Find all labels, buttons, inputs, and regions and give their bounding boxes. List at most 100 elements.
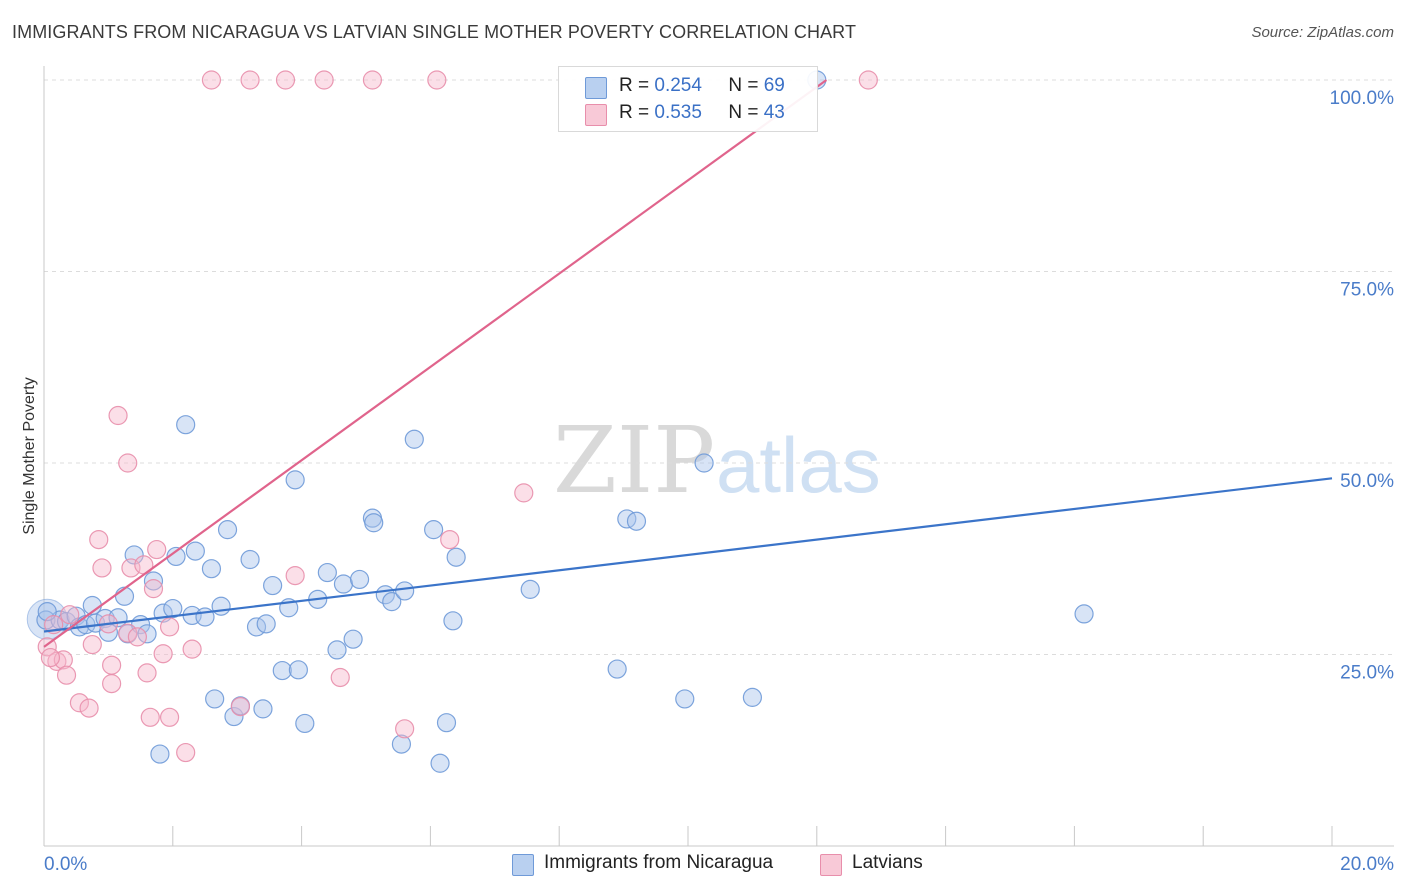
y-tick-label-0: 25.0% — [1340, 663, 1394, 684]
point-latvians-25 — [176, 742, 196, 763]
point-latvians-32 — [314, 70, 334, 90]
point-nicaragua-34 — [263, 575, 283, 596]
point-latvians-30 — [275, 70, 296, 90]
point-nicaragua-37 — [285, 470, 305, 490]
point-nicaragua-56 — [443, 611, 463, 631]
point-latvians-21 — [147, 539, 167, 560]
point-latvians-9 — [92, 558, 112, 578]
axes — [43, 66, 1394, 847]
point-nicaragua-57 — [446, 547, 466, 567]
point-nicaragua-47 — [364, 513, 384, 533]
legend-r-label: R = — [619, 75, 655, 96]
trend-lines — [43, 79, 1333, 648]
point-nicaragua-64 — [742, 687, 763, 707]
point-latvians-28 — [230, 696, 251, 717]
series-swatch-nicaragua — [512, 854, 534, 876]
point-nicaragua-63 — [694, 453, 714, 473]
trend-line-latvians — [43, 79, 828, 648]
point-nicaragua-66 — [1074, 604, 1094, 624]
point-nicaragua-58 — [520, 579, 540, 599]
watermark-atlas: atlas — [716, 421, 881, 509]
x-tick-labels: 0.0% 20.0% — [44, 854, 1394, 875]
point-latvians-34 — [362, 70, 383, 90]
point-latvians-12 — [108, 405, 128, 426]
series-swatch-latvians — [820, 854, 842, 876]
watermark-zip: ZIP — [553, 407, 715, 514]
legend-n-label: N = — [728, 102, 764, 123]
point-nicaragua-39 — [295, 713, 315, 734]
point-nicaragua-25 — [205, 689, 225, 709]
point-latvians-5 — [69, 693, 90, 713]
point-nicaragua-30 — [240, 549, 260, 570]
point-nicaragua-28 — [224, 706, 244, 727]
point-latvians-6 — [79, 698, 99, 718]
y-tick-label-3: 100.0% — [1330, 88, 1395, 109]
chart-title: IMMIGRANTS FROM NICARAGUA VS LATVIAN SIN… — [12, 22, 857, 42]
point-nicaragua-53 — [424, 520, 444, 540]
point-latvians-37 — [440, 529, 460, 550]
point-nicaragua-44 — [343, 629, 363, 649]
point-nicaragua-54 — [430, 753, 450, 773]
point-latvians-22 — [153, 644, 173, 664]
point-nicaragua-35 — [272, 660, 292, 681]
point-nicaragua-32 — [253, 699, 273, 719]
point-latvians-14 — [118, 623, 138, 643]
stats-legend: R = 0.254 N = 69 R = 0.535 N = 43 — [558, 66, 818, 132]
series-label-latvians: Latvians — [852, 852, 923, 873]
point-nicaragua-68 — [150, 744, 170, 764]
point-latvians-29 — [240, 70, 260, 90]
x-tick-label-max: 20.0% — [1340, 854, 1394, 875]
point-latvians-26 — [182, 639, 202, 659]
point-nicaragua-27 — [217, 520, 238, 540]
y-tick-label-1: 50.0% — [1340, 471, 1394, 492]
point-nicaragua-38 — [288, 660, 308, 680]
point-nicaragua-18 — [163, 598, 183, 619]
point-latvians-38 — [514, 483, 534, 503]
point-latvians-3 — [56, 665, 77, 685]
trend-line-nicaragua — [43, 477, 1333, 633]
point-latvians-39 — [858, 70, 878, 90]
point-latvians-41 — [40, 647, 61, 668]
point-latvians-31 — [285, 566, 305, 586]
point-nicaragua-59 — [607, 659, 627, 679]
legend-n-value: 43 — [763, 102, 785, 123]
point-latvians-11 — [102, 674, 122, 694]
legend-n-label: N = — [728, 75, 764, 96]
point-latvians-10 — [102, 655, 122, 675]
point-latvians-18 — [137, 663, 157, 683]
point-latvians-7 — [82, 634, 102, 655]
y-tick-labels: 25.0% 50.0% 75.0% 100.0% — [1330, 88, 1395, 684]
point-latvians-35 — [395, 719, 415, 739]
legend-r-value: 0.254 — [654, 75, 702, 96]
point-nicaragua-62 — [675, 689, 695, 709]
point-nicaragua-22 — [185, 541, 205, 561]
legend-n-value: 69 — [763, 75, 785, 96]
point-nicaragua-11 — [114, 586, 135, 606]
point-latvians-27 — [201, 70, 222, 90]
point-latvians-4 — [60, 605, 80, 625]
point-nicaragua-24 — [201, 559, 222, 579]
legend-r-value: 0.535 — [654, 102, 702, 123]
point-nicaragua-49 — [382, 592, 402, 612]
point-nicaragua-42 — [327, 640, 347, 660]
y-tick-label-2: 75.0% — [1340, 280, 1394, 301]
point-latvians-16 — [127, 627, 147, 647]
point-nicaragua-51 — [395, 581, 415, 601]
legend-swatch-latvians — [585, 104, 607, 126]
point-nicaragua-26 — [211, 596, 231, 616]
point-nicaragua-43 — [333, 574, 354, 594]
legend-swatch-nicaragua — [585, 77, 607, 99]
x-tick-label-min: 0.0% — [44, 854, 87, 875]
point-latvians-19 — [140, 707, 160, 727]
point-latvians-20 — [143, 579, 164, 599]
point-nicaragua-55 — [436, 713, 457, 733]
point-latvians-8 — [89, 529, 109, 550]
point-nicaragua-61 — [626, 511, 647, 531]
series-label-nicaragua: Immigrants from Nicaragua — [544, 852, 774, 873]
point-latvians-36 — [427, 70, 447, 90]
legend-r-label: R = — [619, 102, 655, 123]
point-nicaragua-20 — [176, 415, 196, 435]
watermark: ZIP atlas — [553, 407, 881, 514]
point-nicaragua-41 — [317, 562, 337, 583]
